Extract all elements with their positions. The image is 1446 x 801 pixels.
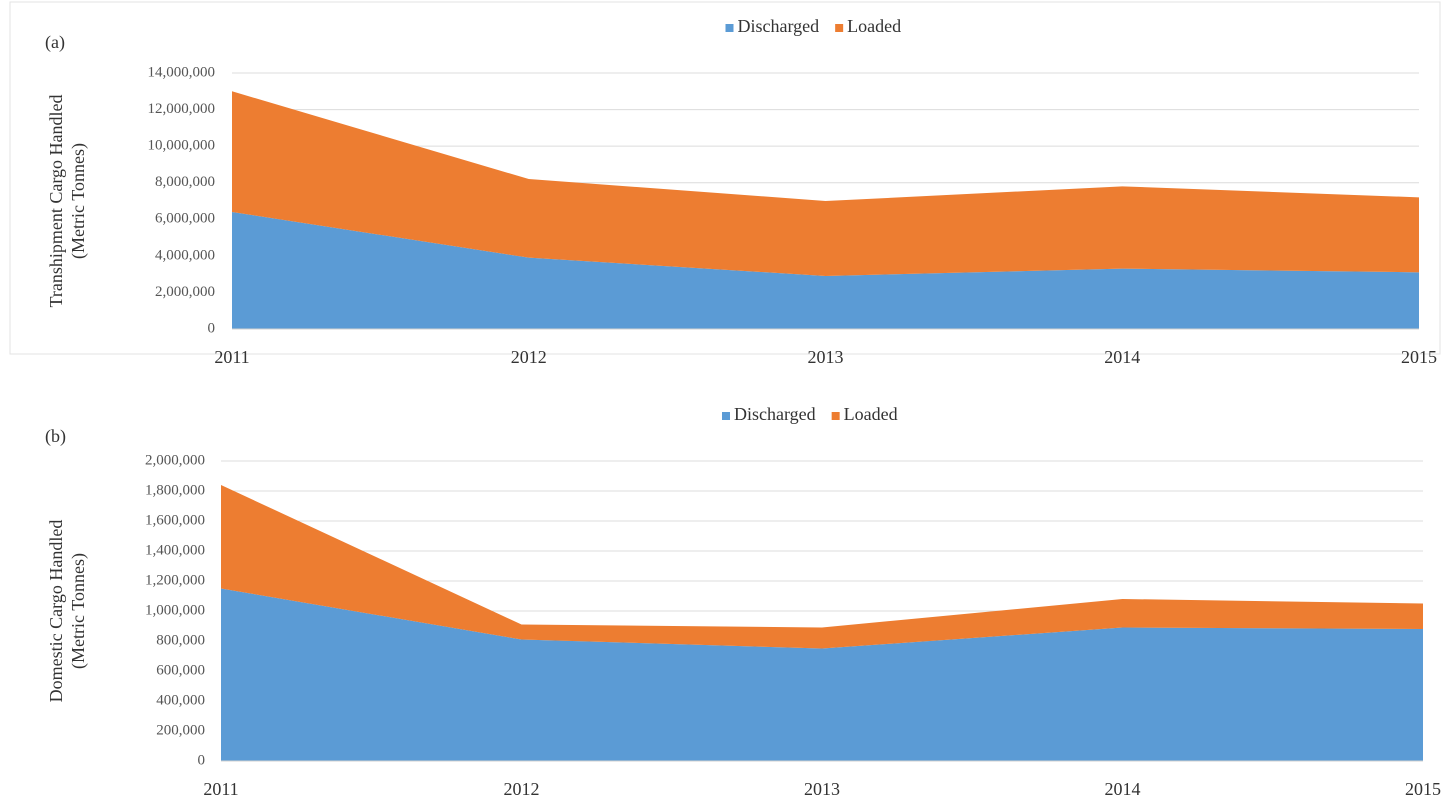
y-axis-title: Domestic Cargo Handled: [46, 520, 66, 703]
y-tick-label: 14,000,000: [148, 64, 216, 80]
y-tick-label: 12,000,000: [148, 101, 216, 117]
y-axis-title: (Metric Tonnes): [68, 143, 89, 259]
y-tick-label: 2,000,000: [155, 284, 215, 300]
area: [221, 485, 1423, 649]
y-tick-label: 1,800,000: [145, 482, 205, 498]
y-tick-label: 10,000,000: [148, 138, 216, 154]
x-tick-label: 2013: [804, 779, 840, 799]
legend-label: Discharged: [738, 16, 820, 36]
y-tick-label: 400,000: [156, 692, 205, 708]
x-tick-label: 2011: [203, 779, 238, 799]
area: [221, 588, 1423, 761]
x-tick-label: 2011: [214, 347, 249, 367]
y-tick-label: 2,000,000: [145, 452, 205, 468]
x-tick-label: 2015: [1401, 347, 1437, 367]
legend-swatch: [835, 24, 844, 32]
y-tick-label: 1,000,000: [145, 602, 205, 618]
x-tick-label: 2012: [504, 779, 540, 799]
y-tick-label: 1,600,000: [145, 512, 205, 528]
y-tick-label: 1,200,000: [145, 572, 205, 588]
y-tick-label: 0: [198, 752, 206, 768]
legend-label: Loaded: [847, 16, 901, 36]
x-tick-label: 2015: [1405, 779, 1441, 799]
x-tick-label: 2012: [511, 347, 547, 367]
panel-frame: [9, 1, 1441, 355]
legend-label: Discharged: [734, 404, 816, 424]
x-tick-label: 2014: [1105, 779, 1141, 799]
y-tick-label: 1,400,000: [145, 542, 205, 558]
y-axis-title: Transhipment Cargo Handled: [46, 95, 66, 308]
y-tick-label: 0: [208, 320, 216, 336]
legend-label: Loaded: [844, 404, 898, 424]
x-tick-label: 2013: [808, 347, 844, 367]
y-tick-label: 6,000,000: [155, 211, 215, 227]
panel-label: (a): [45, 32, 65, 53]
panel-label: (b): [45, 426, 66, 447]
y-tick-label: 4,000,000: [155, 247, 215, 263]
area: [232, 91, 1419, 276]
y-tick-label: 8,000,000: [155, 174, 215, 190]
legend-swatch: [831, 412, 840, 420]
legend-swatch: [725, 24, 734, 32]
y-tick-label: 800,000: [156, 632, 205, 648]
y-axis-title: (Metric Tonnes): [68, 553, 89, 669]
y-tick-label: 200,000: [156, 722, 205, 738]
y-tick-label: 600,000: [156, 662, 205, 678]
x-tick-label: 2014: [1104, 347, 1140, 367]
legend-swatch: [722, 412, 730, 420]
area: [232, 211, 1419, 329]
